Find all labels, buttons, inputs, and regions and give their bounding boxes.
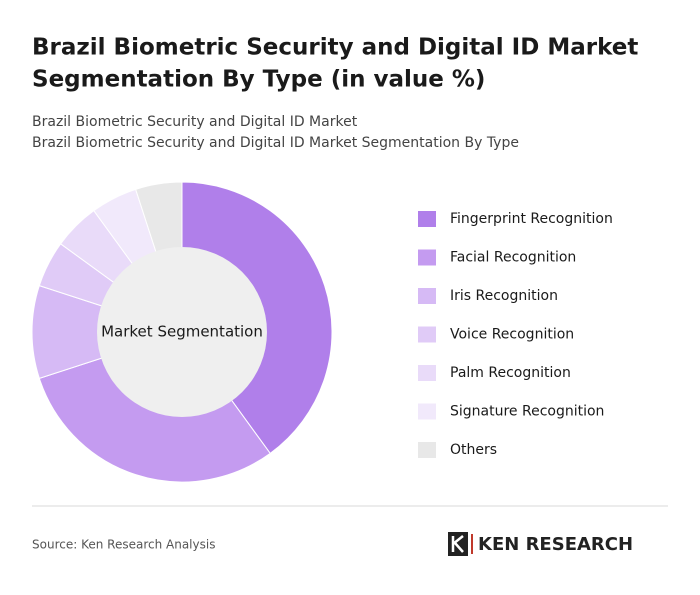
- legend-swatch: [418, 442, 436, 458]
- legend-swatch: [418, 403, 436, 420]
- legend-label: Facial Recognition: [450, 250, 576, 266]
- legend-swatch: [418, 288, 436, 304]
- legend-label: Iris Recognition: [450, 288, 558, 304]
- chart-title: Brazil Biometric Security and Digital ID…: [32, 35, 638, 61]
- legend-label: Fingerprint Recognition: [450, 211, 613, 227]
- legend-swatch: [418, 365, 436, 381]
- legend: Fingerprint Recognition Facial Recognitio…: [418, 211, 613, 458]
- legend-label: Voice Recognition: [450, 327, 574, 343]
- center-label: Market Segmentation: [101, 323, 263, 341]
- legend-swatch: [418, 326, 436, 343]
- legend-label: Others: [450, 442, 497, 458]
- logo-text: KEN RESEARCH: [478, 534, 633, 555]
- legend-label: Signature Recognition: [450, 404, 604, 420]
- chart-title: Segmentation By Type (in value %): [32, 67, 485, 93]
- subtitle: Brazil Biometric Security and Digital ID…: [32, 114, 358, 130]
- legend-swatch: [418, 249, 436, 266]
- subtitle: Brazil Biometric Security and Digital ID…: [32, 135, 519, 151]
- legend-swatch: [418, 211, 436, 227]
- donut-hole: [97, 247, 267, 417]
- source: Source: Ken Research Analysis: [32, 538, 215, 552]
- logo-icon: [448, 532, 473, 556]
- legend-label: Palm Recognition: [450, 365, 571, 381]
